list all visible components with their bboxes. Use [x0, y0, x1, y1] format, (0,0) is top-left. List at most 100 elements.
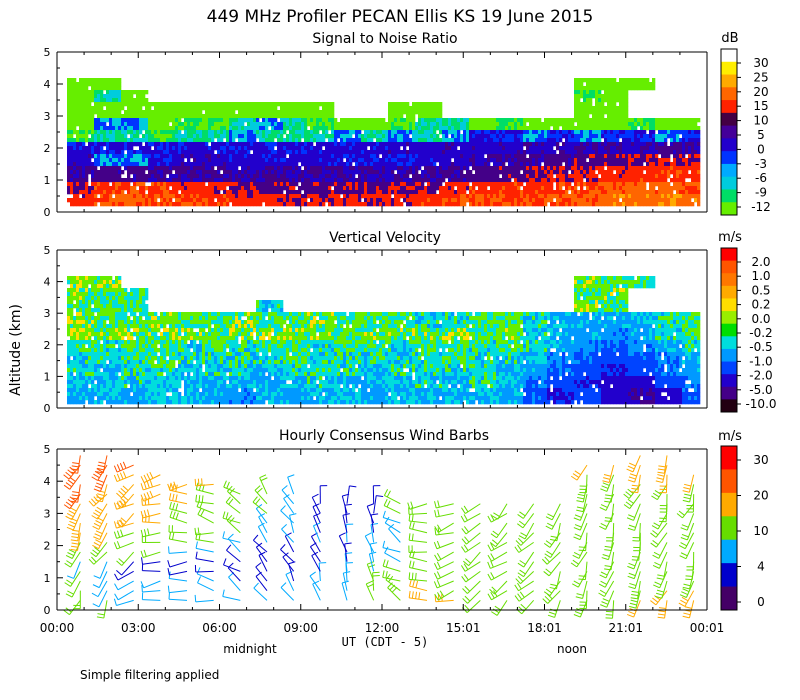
heat-cell — [76, 166, 80, 171]
heat-cell — [331, 118, 335, 123]
heat-cell — [307, 202, 311, 207]
heat-cell — [484, 178, 488, 183]
heat-cell — [304, 170, 308, 175]
heat-cell — [295, 138, 299, 143]
heat-cell — [160, 154, 164, 159]
heat-cell — [544, 158, 548, 163]
heat-cell — [544, 174, 548, 179]
heat-cell — [352, 190, 356, 195]
heat-cell — [262, 190, 266, 195]
heat-cell — [574, 138, 578, 143]
heat-cell — [379, 146, 383, 151]
heat-cell — [508, 182, 512, 187]
heat-cell — [133, 186, 137, 191]
heat-cell — [178, 182, 182, 187]
heat-cell — [139, 130, 143, 135]
heat-cell — [400, 190, 404, 195]
heat-cell — [118, 122, 122, 127]
heat-cell — [283, 138, 287, 143]
heat-cell — [367, 158, 371, 163]
heat-cell — [613, 90, 617, 95]
heat-cell — [256, 190, 260, 195]
heat-cell — [508, 138, 512, 143]
heat-cell — [229, 122, 233, 127]
heat-cell — [220, 150, 224, 155]
heat-cell — [301, 154, 305, 159]
heat-cell — [229, 174, 233, 179]
heat-cell — [517, 202, 521, 207]
heat-cell — [76, 138, 80, 143]
heat-cell — [220, 122, 224, 127]
heat-cell — [586, 130, 590, 135]
heat-cell — [481, 182, 485, 187]
heat-cell — [397, 114, 401, 119]
heat-cell — [388, 166, 392, 171]
heat-cell — [193, 126, 197, 131]
heat-cell — [511, 126, 515, 131]
heat-cell — [403, 146, 407, 151]
heat-cell — [448, 182, 452, 187]
heat-cell — [544, 194, 548, 199]
heat-cell — [397, 170, 401, 175]
heat-cell — [403, 154, 407, 159]
heat-cell — [397, 150, 401, 155]
heat-cell — [247, 134, 251, 139]
heat-cell — [136, 130, 140, 135]
heat-cell — [244, 186, 248, 191]
heat-cell — [187, 194, 191, 199]
heat-cell — [163, 154, 167, 159]
heat-cell — [574, 110, 578, 115]
heat-cell — [448, 150, 452, 155]
heat-cell — [496, 158, 500, 163]
heat-cell — [466, 182, 470, 187]
heat-cell — [616, 138, 620, 143]
heat-cell — [421, 154, 425, 159]
heat-cell — [73, 126, 77, 131]
heat-cell — [91, 98, 95, 103]
heat-cell — [157, 166, 161, 171]
heat-cell — [580, 198, 584, 203]
heat-cell — [142, 198, 146, 203]
heat-cell — [511, 134, 515, 139]
heat-cell — [457, 170, 461, 175]
heat-cell — [115, 194, 119, 199]
heat-cell — [409, 166, 413, 171]
heat-cell — [199, 190, 203, 195]
heat-cell — [265, 170, 269, 175]
heat-cell — [289, 186, 293, 191]
heat-cell — [445, 198, 449, 203]
heat-cell — [667, 198, 671, 203]
heat-cell — [580, 78, 584, 83]
heat-cell — [247, 110, 251, 115]
heat-cell — [517, 182, 521, 187]
heat-cell — [106, 146, 110, 151]
heat-cell — [523, 126, 527, 131]
heat-cell — [394, 198, 398, 203]
heat-cell — [622, 162, 626, 167]
heat-cell — [550, 154, 554, 159]
heat-cell — [352, 130, 356, 135]
heat-cell — [391, 198, 395, 203]
heat-cell — [379, 178, 383, 183]
heat-cell — [370, 118, 374, 123]
heat-cell — [646, 166, 650, 171]
heat-cell — [601, 190, 605, 195]
heat-cell — [565, 198, 569, 203]
heat-cell — [115, 90, 119, 95]
heat-cell — [424, 130, 428, 135]
heat-cell — [388, 198, 392, 203]
heat-cell — [73, 130, 77, 135]
heat-cell — [67, 182, 71, 187]
heat-cell — [94, 146, 98, 151]
heat-cell — [556, 118, 560, 123]
heat-cell — [604, 130, 608, 135]
heat-cell — [541, 154, 545, 159]
heat-cell — [463, 198, 467, 203]
heat-cell — [484, 142, 488, 147]
heat-cell — [199, 142, 203, 147]
heat-cell — [256, 118, 260, 123]
heat-cell — [469, 146, 473, 151]
heat-cell — [412, 154, 416, 159]
heat-cell — [133, 122, 137, 127]
heat-cell — [175, 162, 179, 167]
